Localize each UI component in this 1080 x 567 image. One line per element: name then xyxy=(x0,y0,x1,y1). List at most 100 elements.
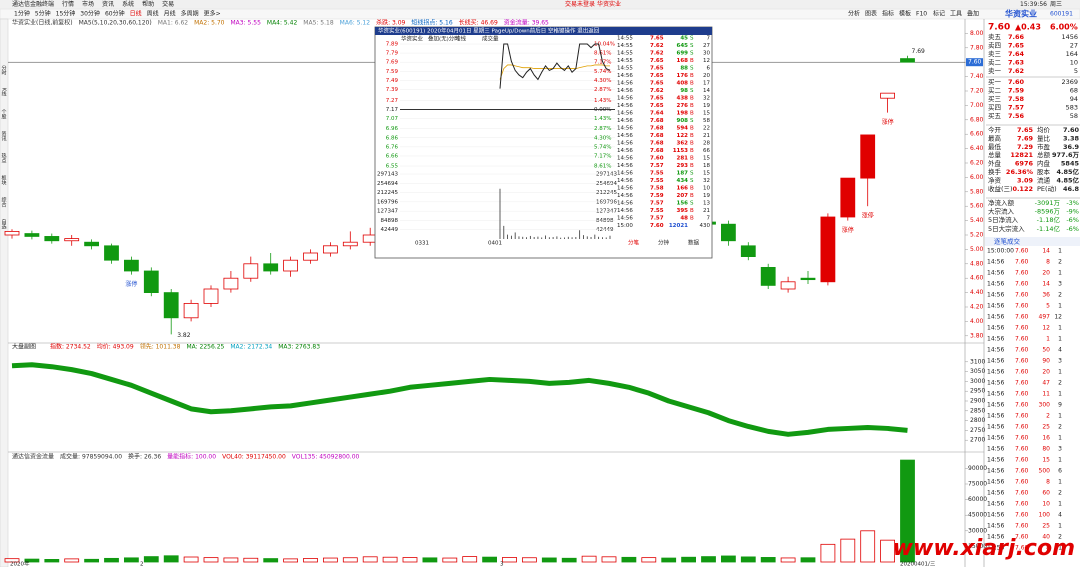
ask-price: 7.64 xyxy=(1008,50,1025,58)
tool-button[interactable]: 模板 xyxy=(899,10,911,18)
side-tab[interactable]: 个股 xyxy=(1,109,7,120)
side-tab[interactable]: 综合 xyxy=(1,196,7,208)
tick-price: 7.60 xyxy=(1015,413,1029,420)
bid-price: 7.56 xyxy=(1008,112,1025,120)
volume-bar xyxy=(621,556,637,563)
tick-volume: 8 xyxy=(1046,545,1050,552)
period-button[interactable]: 30分钟 xyxy=(80,10,100,18)
limit-note: 涨停 xyxy=(862,212,874,220)
volume-bar xyxy=(84,558,99,563)
stock-name: 华资实业 xyxy=(1005,9,1037,19)
stat-label: 今开 xyxy=(988,125,1002,134)
tick-time: 14:56 xyxy=(987,424,1004,431)
tick-time: 14:56 xyxy=(987,446,1004,453)
candle-body xyxy=(203,288,219,304)
popup-tab[interactable]: 成交量 xyxy=(482,35,499,43)
menu-item[interactable]: 市场 xyxy=(82,0,94,8)
row-flag: B xyxy=(690,81,694,87)
row-time: 14:55 xyxy=(617,58,633,64)
change-pct: 6.00% xyxy=(1050,23,1078,32)
popup-button[interactable]: 分笔 xyxy=(628,239,640,247)
y-tick-label: 6.66 xyxy=(386,153,399,159)
side-tab[interactable]: 资讯 xyxy=(1,130,7,142)
ask: 卖二 xyxy=(988,59,1002,67)
row-volume: 166 xyxy=(677,186,689,192)
row-count: 19 xyxy=(703,193,710,199)
tick-price: 7.60 xyxy=(1015,545,1029,552)
popup-tab[interactable]: 叠加(无)分时 xyxy=(428,35,460,43)
side-tab[interactable]: 自选 xyxy=(1,218,7,230)
candle-body xyxy=(84,241,99,247)
menu-item[interactable]: 系统 xyxy=(122,0,134,8)
row-volume: 88 xyxy=(680,66,688,72)
period-button[interactable]: 周线 xyxy=(147,10,159,18)
menu-item[interactable]: 资讯 xyxy=(102,0,114,8)
period-button[interactable]: 月线 xyxy=(164,10,176,18)
tick-count: 1 xyxy=(1058,457,1062,464)
indicator-value: 指数: 2734.52 xyxy=(50,343,91,351)
y-tick-label: 4.60 xyxy=(970,275,984,282)
tick-time: 14:56 xyxy=(987,435,1004,442)
menu-item[interactable]: 帮助 xyxy=(142,0,154,8)
y-tick-label: 7.69 xyxy=(386,60,399,66)
popup-tab[interactable]: 均线 xyxy=(455,35,467,43)
period-button[interactable]: 1分钟 xyxy=(14,10,30,18)
volume-bar xyxy=(581,555,597,563)
period-button[interactable]: 15分钟 xyxy=(56,10,76,18)
tick-count: 1 xyxy=(1058,545,1062,552)
tool-bar xyxy=(0,8,1080,20)
y-tick-label: 3000 xyxy=(970,378,985,385)
row-volume: 198 xyxy=(677,111,689,117)
row-flag: S xyxy=(690,88,694,94)
period-button[interactable]: 日线 xyxy=(130,10,142,18)
ticks-tab[interactable]: 逐笔成交 xyxy=(994,237,1021,246)
indicator-value: 华资实业(日线,前复权) xyxy=(12,19,73,27)
row-time: 14:56 xyxy=(617,163,633,169)
period-button[interactable]: 多周期 xyxy=(181,10,199,18)
y-tick-label: 7.80 xyxy=(970,44,984,51)
popup-button[interactable]: 分钟 xyxy=(658,239,670,247)
popup-tab[interactable]: 华资实业 xyxy=(401,35,424,43)
ask: 卖一 xyxy=(988,67,1002,75)
pct-label: 5.74% xyxy=(594,144,611,150)
tool-button[interactable]: F10 xyxy=(916,11,927,18)
tick-count: 9 xyxy=(1058,402,1062,409)
row-flag: B xyxy=(690,133,694,139)
flow-value: -1.18亿 xyxy=(1037,215,1061,224)
y-tick-label: 7.00 xyxy=(970,102,984,109)
side-tab[interactable]: 分时 xyxy=(1,64,7,75)
y-tick-label: 2950 xyxy=(970,388,985,395)
side-tab[interactable]: K线 xyxy=(1,88,7,97)
tool-button[interactable]: 叠加 xyxy=(967,10,979,18)
tick-price: 7.60 xyxy=(1015,325,1029,332)
stat-value: 12821 xyxy=(1010,151,1033,159)
tool-button[interactable]: 指标 xyxy=(882,10,894,18)
stat-label: 总量 xyxy=(988,150,1002,159)
tool-button[interactable]: 标记 xyxy=(933,10,945,18)
tool-button[interactable]: 工具 xyxy=(950,11,962,18)
y-tick-label: 7.59 xyxy=(386,69,399,75)
tick-time: 14:56 xyxy=(987,457,1004,464)
menu-item[interactable]: 通达信金融终端 xyxy=(12,0,54,8)
period-button[interactable]: 5分钟 xyxy=(35,10,51,18)
menu-item[interactable]: 行情 xyxy=(62,0,74,8)
tick-count: 3 xyxy=(1058,281,1062,288)
tick-price: 7.60 xyxy=(1015,248,1029,255)
popup-button[interactable]: 数据 xyxy=(688,239,700,247)
status-text: 交易未登录 xyxy=(565,0,595,8)
volume-bar xyxy=(143,556,159,563)
menu-item[interactable]: 交易 xyxy=(162,0,174,8)
period-button[interactable]: 60分钟 xyxy=(105,10,125,18)
pct-label: 1.43% xyxy=(594,116,611,122)
tool-button[interactable]: 图表 xyxy=(865,10,877,18)
side-tab[interactable]: 热点 xyxy=(1,152,7,164)
tick-price: 7.60 xyxy=(1015,523,1029,530)
tool-button[interactable]: 分析 xyxy=(848,10,860,18)
row-volume: 207 xyxy=(677,193,689,199)
row-count: 430 xyxy=(700,223,711,229)
period-button[interactable]: 更多> xyxy=(204,10,221,18)
tick-time: 14:56 xyxy=(987,413,1004,420)
side-tab[interactable]: 板块 xyxy=(1,174,7,186)
row-volume: 408 xyxy=(677,81,689,87)
tick-time: 15:00:00 xyxy=(987,248,1014,255)
